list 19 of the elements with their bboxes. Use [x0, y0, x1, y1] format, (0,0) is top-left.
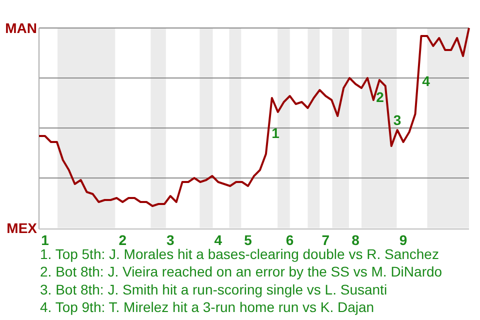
annotation: 3 — [393, 112, 402, 128]
x-tick-label: 5 — [244, 232, 252, 248]
text: 2. Bot 8th: J. Vieira reached on an error by the SS vs M. DiNardo — [40, 264, 442, 280]
text: MAN — [5, 20, 37, 36]
x-tick-label: 3 — [166, 232, 174, 248]
annotation: 1 — [272, 124, 280, 141]
x-tick-label: 1 — [41, 232, 50, 248]
x-tick-label: 8 — [352, 232, 360, 248]
annotation: 2 — [376, 88, 384, 105]
x-tick-label: 4 — [214, 232, 222, 248]
x-tick-label: 6 — [286, 232, 294, 248]
x-tick-label: 2 — [118, 232, 127, 248]
text: 4. Top 9th: T. Mirelez hit a 3-run home run vs K. Dajan — [40, 299, 374, 316]
text: 1. Top 5th: J. Morales hit a bases-clearing double vs R. Sanchez — [40, 246, 439, 262]
x-tick-label: 9 — [399, 232, 408, 248]
text: 3. Bot 8th: J. Smith hit a run-scoring single vs L. Susanti — [40, 281, 388, 298]
x-tick-label: 7 — [322, 232, 330, 248]
text: MEX — [6, 220, 38, 236]
annotation: 4 — [422, 72, 430, 89]
